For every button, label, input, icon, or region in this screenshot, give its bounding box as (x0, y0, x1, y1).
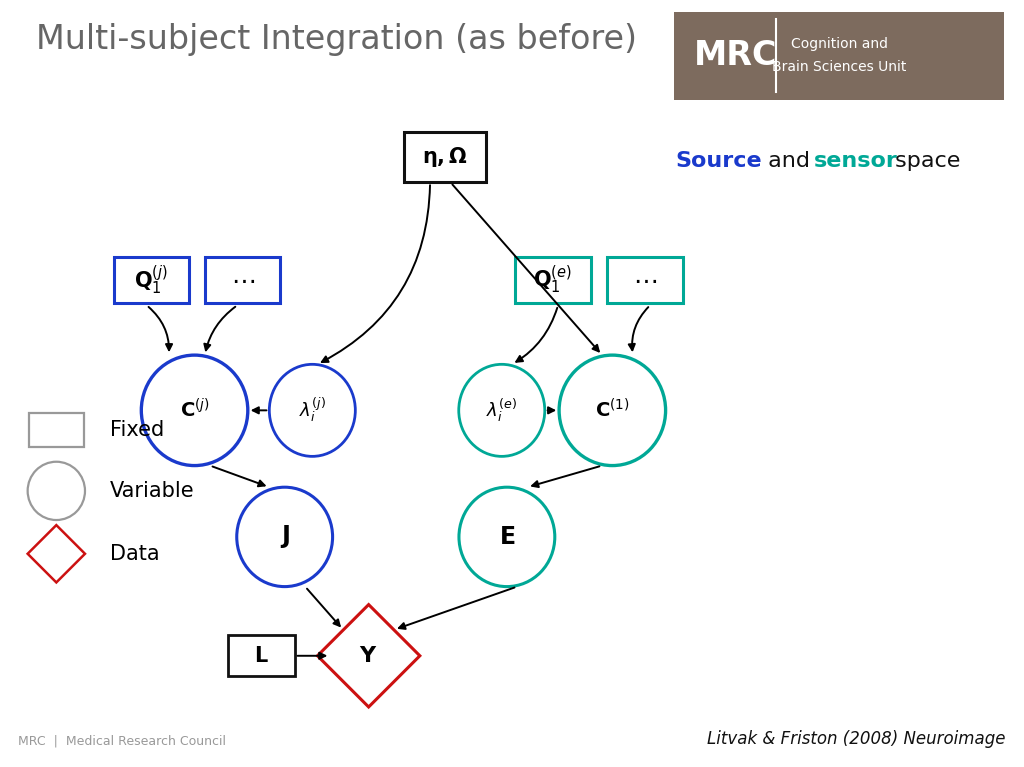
Polygon shape (317, 604, 420, 707)
Ellipse shape (459, 364, 545, 456)
Text: $\mathbf{Q}_1^{(e)}$: $\mathbf{Q}_1^{(e)}$ (534, 264, 572, 296)
Text: $\mathbf{E}$: $\mathbf{E}$ (499, 525, 515, 549)
Bar (29, 413, 84, 446)
Text: MRC: MRC (693, 39, 777, 73)
Text: $\mathbf{L}$: $\mathbf{L}$ (254, 646, 268, 666)
Text: $\cdots$: $\cdots$ (230, 268, 255, 292)
Ellipse shape (237, 487, 333, 587)
Ellipse shape (559, 355, 666, 466)
Ellipse shape (141, 355, 248, 466)
Text: space: space (888, 151, 961, 171)
Ellipse shape (28, 462, 85, 520)
Bar (607, 257, 683, 303)
Polygon shape (28, 525, 85, 582)
Bar (114, 257, 189, 303)
Text: Brain Sciences Unit: Brain Sciences Unit (772, 61, 907, 74)
Ellipse shape (459, 487, 555, 587)
Bar (515, 257, 591, 303)
FancyBboxPatch shape (674, 12, 1004, 100)
Bar (205, 257, 281, 303)
Text: $\mathbf{Q}_1^{(j)}$: $\mathbf{Q}_1^{(j)}$ (134, 263, 169, 297)
Text: $\mathbf{\eta, \Omega}$: $\mathbf{\eta, \Omega}$ (423, 145, 468, 170)
Bar (227, 635, 295, 676)
Text: MRC  |  Medical Research Council: MRC | Medical Research Council (18, 735, 226, 748)
Text: $\mathbf{C}^{(j)}$: $\mathbf{C}^{(j)}$ (179, 399, 210, 422)
Text: $\lambda_i^{(e)}$: $\lambda_i^{(e)}$ (486, 397, 517, 424)
Text: Litvak & Friston (2008) Neuroimage: Litvak & Friston (2008) Neuroimage (707, 730, 1006, 748)
Text: $\mathbf{J}$: $\mathbf{J}$ (280, 523, 290, 551)
Text: $\mathbf{C}^{(1)}$: $\mathbf{C}^{(1)}$ (595, 399, 630, 422)
Text: Source: Source (676, 151, 763, 171)
Text: $\lambda_i^{(j)}$: $\lambda_i^{(j)}$ (299, 396, 326, 425)
Text: Cognition and: Cognition and (792, 37, 888, 51)
Text: and: and (761, 151, 817, 171)
Text: $\mathbf{Y}$: $\mathbf{Y}$ (359, 646, 378, 666)
Text: Multi-subject Integration (as before): Multi-subject Integration (as before) (36, 23, 637, 56)
Text: Variable: Variable (110, 481, 195, 501)
Text: sensor: sensor (814, 151, 898, 171)
Text: $\cdots$: $\cdots$ (633, 268, 657, 292)
Bar (404, 132, 486, 183)
Text: Data: Data (110, 544, 159, 564)
Text: Fixed: Fixed (110, 420, 164, 439)
Ellipse shape (269, 364, 355, 456)
